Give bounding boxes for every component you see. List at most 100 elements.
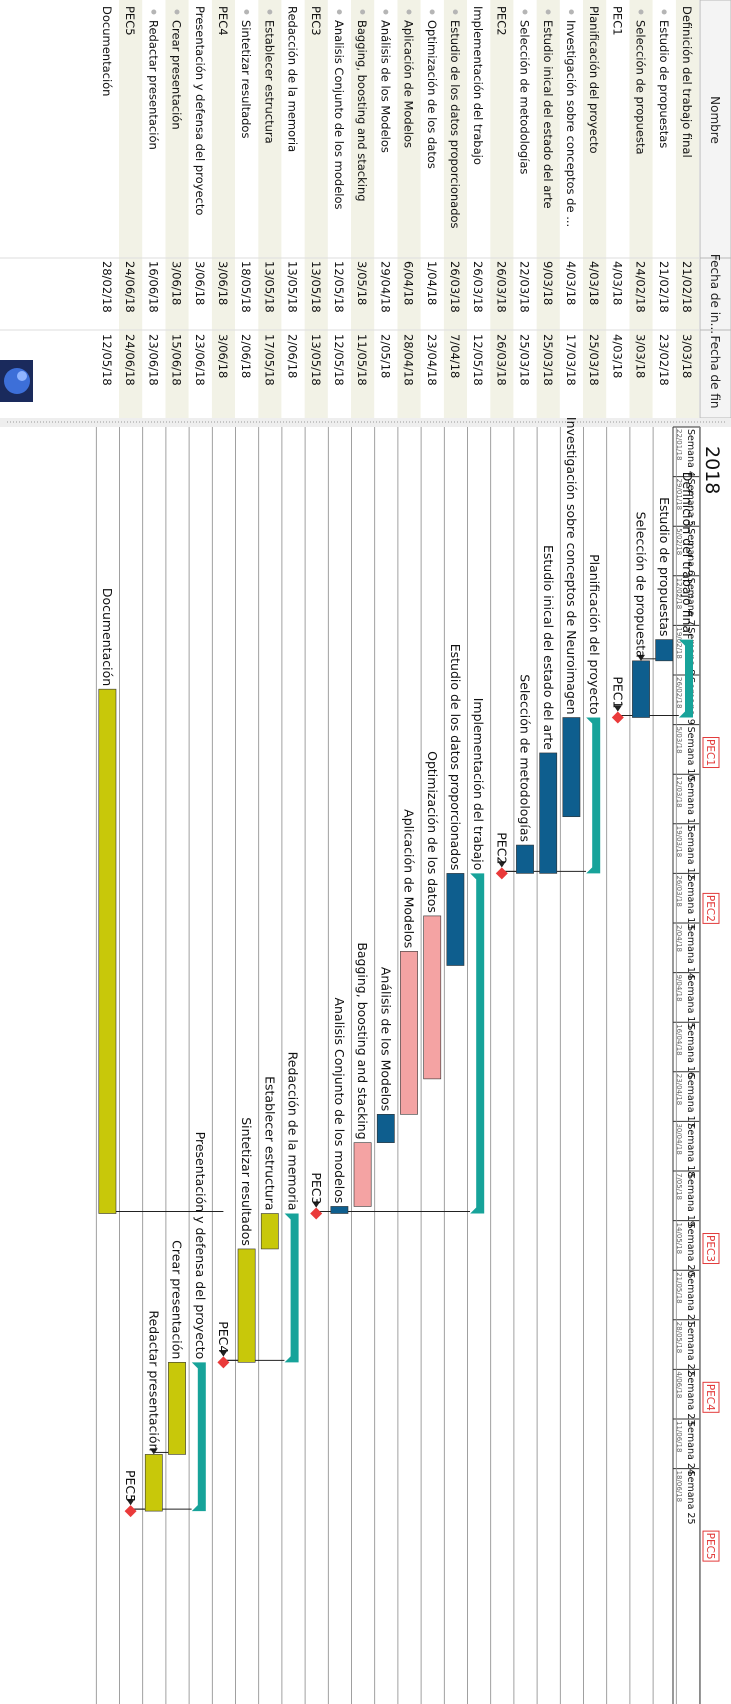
task-bar[interactable] [655, 639, 674, 662]
task-bar[interactable] [330, 1206, 349, 1214]
table-row[interactable]: Planificación del proyecto 4/03/18 25/03/1… [582, 0, 607, 418]
week-label: Semana 14 [685, 925, 696, 979]
bar-label: PEC3 [309, 1172, 324, 1204]
table-row[interactable]: Optimización de los datos 1/04/18 23/04/18 [420, 0, 444, 418]
milestone-marker[interactable]: PEC2 [702, 892, 720, 924]
task-end-date: 12/05/18 [100, 334, 114, 386]
bullet-icon [568, 9, 574, 15]
bar-label: Crear presentación [170, 1240, 185, 1359]
task-start-date: 13/05/18 [286, 261, 300, 313]
week-label: Semana 13 [685, 875, 696, 929]
table-row[interactable]: Aplicación de Modelos 6/04/18 28/04/18 [397, 0, 421, 418]
task-name: Selección de propuesta [634, 20, 648, 155]
table-row[interactable]: PEC2 26/03/18 26/03/18 [490, 0, 514, 418]
table-row[interactable]: Sintetizar resultados 18/05/18 2/06/18 [235, 0, 259, 418]
task-start-date: 18/05/18 [239, 261, 253, 313]
bar-label: Estudio de propuestas [657, 497, 672, 636]
task-bar[interactable] [400, 951, 418, 1115]
table-row[interactable]: Analisis Conjunto de los modelos 12/05/18… [327, 0, 351, 418]
table-row[interactable]: Redactar presentación 16/06/18 23/06/18 [142, 0, 166, 418]
week-label: Semana 24 [685, 1421, 696, 1475]
table-row[interactable]: PEC5 24/06/18 24/06/18 [119, 0, 143, 418]
week-label: Semana 7 [685, 578, 696, 626]
task-start-date: 9/03/18 [541, 261, 555, 305]
table-row[interactable]: Bagging, boosting and stacking 3/05/18 11/… [351, 0, 375, 418]
bar-label: Redacción de la memoria [286, 1052, 301, 1211]
table-row[interactable]: Implementación del trabajo 26/03/18 12/05/… [466, 0, 491, 418]
milestone-marker[interactable]: PEC1 [702, 737, 720, 769]
week-label: Semana 17 [685, 1074, 696, 1128]
task-bar[interactable] [376, 1114, 395, 1143]
table-row[interactable]: PEC1 4/03/18 4/03/18 [606, 0, 630, 418]
summary-bar[interactable] [470, 873, 485, 1214]
table-row[interactable]: Redacción de la memoria 13/05/18 2/06/18 [281, 0, 305, 418]
gantt-chart: 2018 PEC1 PEC2 PEC3 PEC4 PEC5 Semana 422/01/… [0, 417, 731, 1704]
task-name: Sintetizar resultados [239, 20, 253, 138]
task-start-date: 3/06/18 [170, 261, 184, 305]
task-start-date: 26/03/18 [471, 261, 485, 313]
task-bar[interactable] [516, 844, 534, 874]
table-row[interactable]: Investigación sobre conceptos de ... 4/03… [559, 0, 583, 418]
summary-bar[interactable] [586, 717, 601, 874]
task-bar[interactable] [260, 1213, 279, 1250]
task-bar[interactable] [446, 873, 465, 966]
task-start-date: 24/06/18 [123, 261, 137, 313]
table-row[interactable]: Análisis de los Modelos 29/04/18 2/05/18 [374, 0, 398, 418]
task-bar[interactable] [237, 1248, 256, 1363]
table-row[interactable]: Selección de metodologías 22/03/18 25/03/1… [513, 0, 537, 418]
milestone-diamond[interactable] [611, 711, 624, 724]
bar-label: PEC5 [123, 1470, 138, 1502]
milestone-diamond[interactable] [217, 1356, 230, 1369]
task-name: Bagging, boosting and stacking [355, 20, 369, 202]
column-header-end[interactable]: Fecha de fin [708, 336, 722, 409]
task-bar[interactable] [539, 752, 558, 874]
table-row[interactable]: Estudio de los datos proporcionados 26/03… [443, 0, 467, 418]
task-bar[interactable] [562, 717, 581, 818]
dependency-arrow [98, 1211, 228, 1357]
week-label: Semana 16 [685, 1024, 696, 1078]
table-row[interactable]: PEC4 3/06/18 3/06/18 [211, 0, 235, 418]
week-label: Semana 22 [685, 1322, 696, 1376]
milestone-marker[interactable]: PEC3 [702, 1233, 720, 1265]
summary-bar[interactable] [284, 1213, 299, 1363]
pane-splitter[interactable] [0, 418, 731, 427]
task-bar[interactable] [168, 1362, 186, 1455]
week-date: 12/02/18 [675, 578, 683, 609]
table-row[interactable]: Establecer estructura 13/05/18 17/05/18 [258, 0, 282, 418]
summary-bar[interactable] [679, 639, 693, 718]
week-label: Semana 23 [685, 1371, 696, 1425]
task-end-date: 2/05/18 [378, 334, 392, 378]
task-bar[interactable] [632, 660, 650, 718]
task-bar[interactable] [353, 1142, 372, 1207]
table-row[interactable]: PEC3 13/05/18 13/05/18 [304, 0, 328, 418]
week-date: 21/05/18 [675, 1272, 683, 1303]
column-header-start[interactable]: Fecha de in... [708, 254, 722, 334]
milestone-marker-label: PEC5 [704, 1533, 716, 1560]
task-start-date: 1/04/18 [425, 261, 439, 305]
task-name: PEC3 [309, 6, 323, 36]
task-name: Implementación del trabajo [471, 6, 485, 165]
milestone-diamond[interactable] [310, 1207, 323, 1220]
task-name: PEC2 [494, 6, 508, 36]
task-bar[interactable] [144, 1454, 163, 1512]
column-header-name[interactable]: Nombre [708, 96, 722, 144]
milestone-diamond[interactable] [124, 1505, 137, 1518]
milestone-marker[interactable]: PEC4 [702, 1381, 720, 1413]
table-row[interactable]: Presentación y defensa del proyecto 3/06/… [188, 0, 212, 418]
bar-label: PEC1 [610, 676, 625, 708]
task-start-date: 6/04/18 [402, 261, 416, 305]
table-row[interactable]: Selección de propuesta 24/02/18 3/03/18 [629, 0, 653, 418]
table-row[interactable]: Definición del trabajo final 21/02/18 3/03… [675, 0, 699, 418]
bar-label: Selección de metodologías [518, 674, 533, 842]
milestone-marker[interactable]: PEC5 [702, 1530, 720, 1562]
table-row[interactable]: Documentación 28/02/18 12/05/18 [95, 0, 119, 418]
summary-bar[interactable] [191, 1362, 206, 1512]
task-end-date: 25/03/18 [518, 334, 532, 386]
task-bar[interactable] [98, 688, 117, 1214]
table-row[interactable]: Crear presentación 3/06/18 15/06/18 [165, 0, 189, 418]
table-row[interactable]: Estudio de propuestas 21/02/18 23/02/18 [652, 0, 676, 418]
table-row[interactable]: Estudio inical del estado del arte 9/03/1… [536, 0, 560, 418]
task-bar[interactable] [423, 915, 442, 1080]
bullet-icon [244, 9, 250, 15]
task-name: Estudio de los datos proporcionados [448, 20, 462, 229]
